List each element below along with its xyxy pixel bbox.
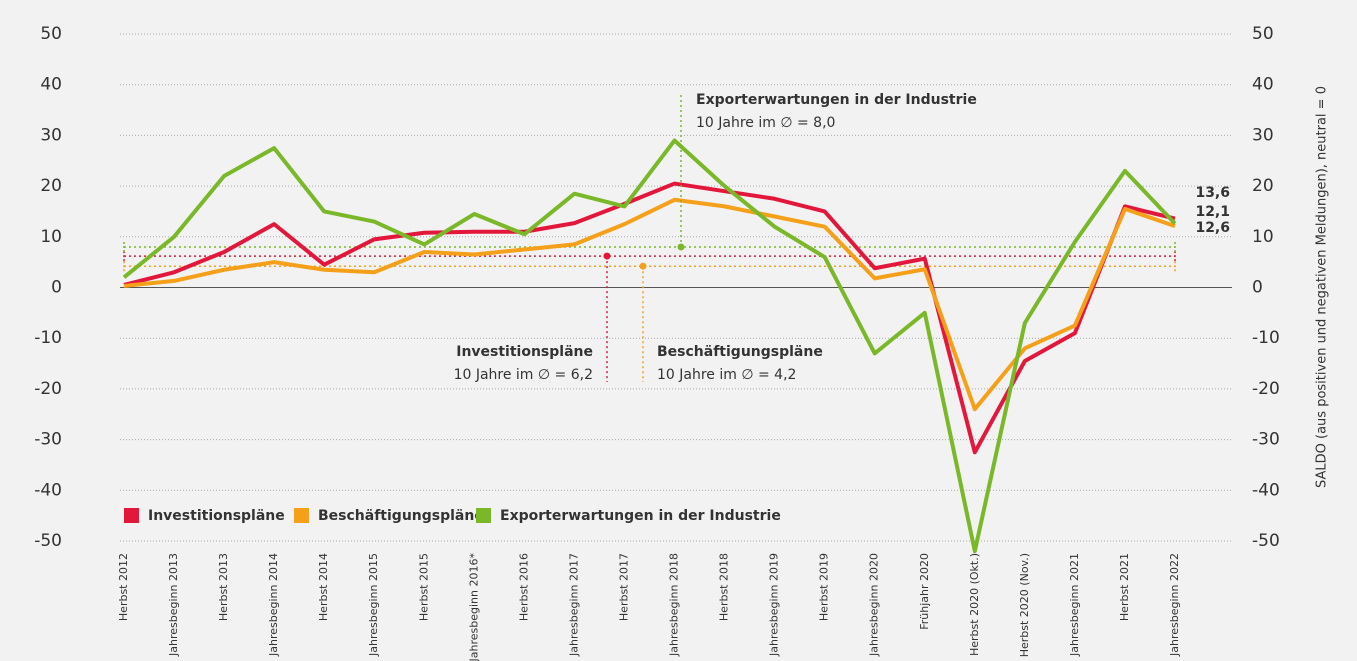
annotation-title: Investitionspläne [456,344,593,360]
y-tick-label: -20 [34,379,62,399]
y-tick-label: 20 [40,176,62,196]
x-tick-label: Herbst 2016 [517,553,530,621]
y2-axis-label: SALDO (aus positiven und negativen Meldu… [1315,86,1330,488]
annotation-text: 10 Jahre im ∅ = 6,2 [454,367,593,383]
legend-label: Exporterwartungen in der Industrie [500,508,781,524]
y2-tick-label: -40 [1252,480,1280,500]
y-tick-label: -40 [34,480,62,500]
y-tick-label: -30 [34,430,62,450]
y-tick-label: 40 [40,75,62,95]
x-tick-label: Herbst 2014 [317,553,330,621]
annotation-text: 10 Jahre im ∅ = 4,2 [657,367,796,383]
y2-tick-label: -20 [1252,379,1280,399]
end-label: 12,6 [1195,220,1230,236]
average-marker [639,262,647,270]
y2-tick-label: 50 [1252,24,1274,44]
legend-label: Beschäftigungspläne [318,508,484,524]
end-label: 13,6 [1195,185,1230,201]
x-tick-label: Jahresbeginn 2018 [668,553,681,657]
y-tick-label: -50 [34,531,62,551]
annotation-title: Exporterwartungen in der Industrie [696,92,977,108]
x-tick-label: Jahresbeginn 2021 [1068,553,1081,657]
series-line [123,197,1176,412]
x-tick-label: Herbst 2020 (Okt.) [968,553,981,656]
average-marker [677,243,685,251]
x-tick-label: Jahresbeginn 2013 [167,553,180,657]
legend-label: Investitionspläne [148,508,285,524]
x-tick-label: Jahresbeginn 2015 [367,553,380,657]
x-tick-label: Herbst 2019 [818,553,831,621]
y2-tick-label: 40 [1252,75,1274,95]
y-tick-label: 0 [51,278,62,298]
series-line [123,181,1176,455]
legend-swatch [294,508,309,523]
series-line [122,138,1177,554]
x-tick-label: Frühjahr 2020 [918,553,931,630]
x-tick-label: Jahresbeginn 2022 [1168,553,1181,657]
end-label: 12,1 [1195,204,1230,220]
y2-tick-label: -30 [1252,430,1280,450]
y2-tick-label: 0 [1252,278,1263,298]
annotation-title: Beschäftigungspläne [657,344,823,360]
y2-tick-label: -50 [1252,531,1280,551]
x-tick-label: Herbst 2020 (Nov.) [1018,553,1031,657]
y-tick-label: 10 [40,227,62,247]
x-tick-label: Jahresbeginn 2014 [267,553,280,657]
x-tick-label: Herbst 2015 [417,553,430,621]
x-tick-label: Jahresbeginn 2020 [868,553,881,657]
y2-tick-label: 30 [1252,125,1274,145]
x-tick-label: Jahresbeginn 2017 [567,553,580,657]
legend-swatch [476,508,491,523]
y2-tick-label: 20 [1252,176,1274,196]
x-tick-label: Herbst 2012 [117,553,130,621]
annotation-text: 10 Jahre im ∅ = 8,0 [696,115,835,131]
x-tick-label: Jahresbeginn 2019 [768,553,781,657]
y2-tick-label: 10 [1252,227,1274,247]
x-tick-label: Herbst 2013 [217,553,230,621]
y2-tick-label: -10 [1252,328,1280,348]
y-tick-label: -10 [34,328,62,348]
y-tick-label: 30 [40,125,62,145]
legend-swatch [124,508,139,523]
x-tick-label: Herbst 2021 [1118,553,1131,621]
average-marker [603,252,611,260]
y-tick-label: 50 [40,24,62,44]
x-tick-label: Jahresbeginn 2016* [467,553,480,661]
x-tick-label: Herbst 2018 [718,553,731,621]
x-tick-label: Herbst 2017 [617,553,630,621]
